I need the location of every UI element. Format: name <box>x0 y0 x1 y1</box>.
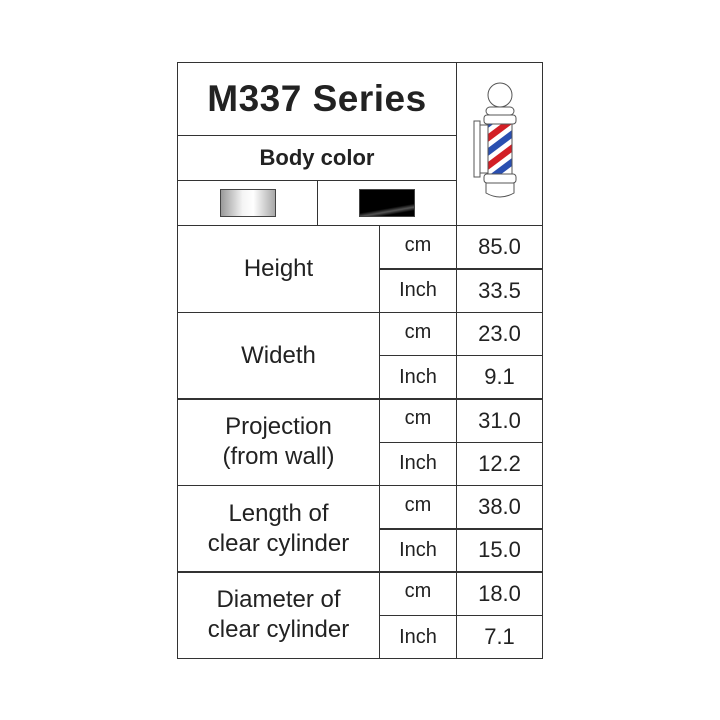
swatch-cell-silver <box>177 180 318 226</box>
spec-label: Wideth <box>177 311 380 400</box>
spec-value: 85.0 <box>456 225 543 270</box>
spec-unit: Inch <box>379 268 457 314</box>
spec-value: 33.5 <box>456 268 543 314</box>
body-color-label: Body color <box>177 135 457 181</box>
spec-label-line: Length of <box>228 499 329 527</box>
barber-pole-icon <box>473 82 516 198</box>
spec-unit: cm <box>379 225 457 270</box>
spec-value: 31.0 <box>456 398 543 443</box>
spec-label: Length of clear cylinder <box>177 484 380 573</box>
spec-value: 9.1 <box>456 354 543 400</box>
spec-unit: cm <box>379 398 457 443</box>
spec-label-line: clear cylinder <box>207 529 350 557</box>
spec-value: 18.0 <box>456 571 543 617</box>
spec-value: 7.1 <box>456 614 543 660</box>
spec-label: Diameter of clear cylinder <box>177 571 380 660</box>
spec-label-line: (from wall) <box>222 443 335 471</box>
spec-unit: Inch <box>379 614 457 660</box>
spec-unit: Inch <box>379 528 457 573</box>
silver-swatch <box>219 189 276 217</box>
spec-value: 23.0 <box>456 311 543 357</box>
spec-value: 12.2 <box>456 441 543 487</box>
spec-unit: Inch <box>379 354 457 400</box>
black-swatch <box>359 189 415 217</box>
spec-label-line: Projection <box>225 413 332 441</box>
series-title: M337 Series <box>177 62 457 136</box>
barber-pole-image-cell <box>456 62 543 226</box>
spec-unit: cm <box>379 311 457 357</box>
spec-label-line: Wideth <box>241 341 316 369</box>
spec-label: Projection (from wall) <box>177 398 380 487</box>
swatch-cell-black <box>317 180 457 226</box>
spec-unit: cm <box>379 484 457 530</box>
spec-unit: Inch <box>379 441 457 487</box>
spec-unit: cm <box>379 571 457 617</box>
spec-label-line: Height <box>243 255 314 283</box>
spec-label: Height <box>177 225 380 314</box>
spec-value: 15.0 <box>456 528 543 573</box>
spec-label-line: clear cylinder <box>207 616 350 644</box>
spec-value: 38.0 <box>456 484 543 530</box>
spec-label-line: Diameter of <box>216 586 341 614</box>
